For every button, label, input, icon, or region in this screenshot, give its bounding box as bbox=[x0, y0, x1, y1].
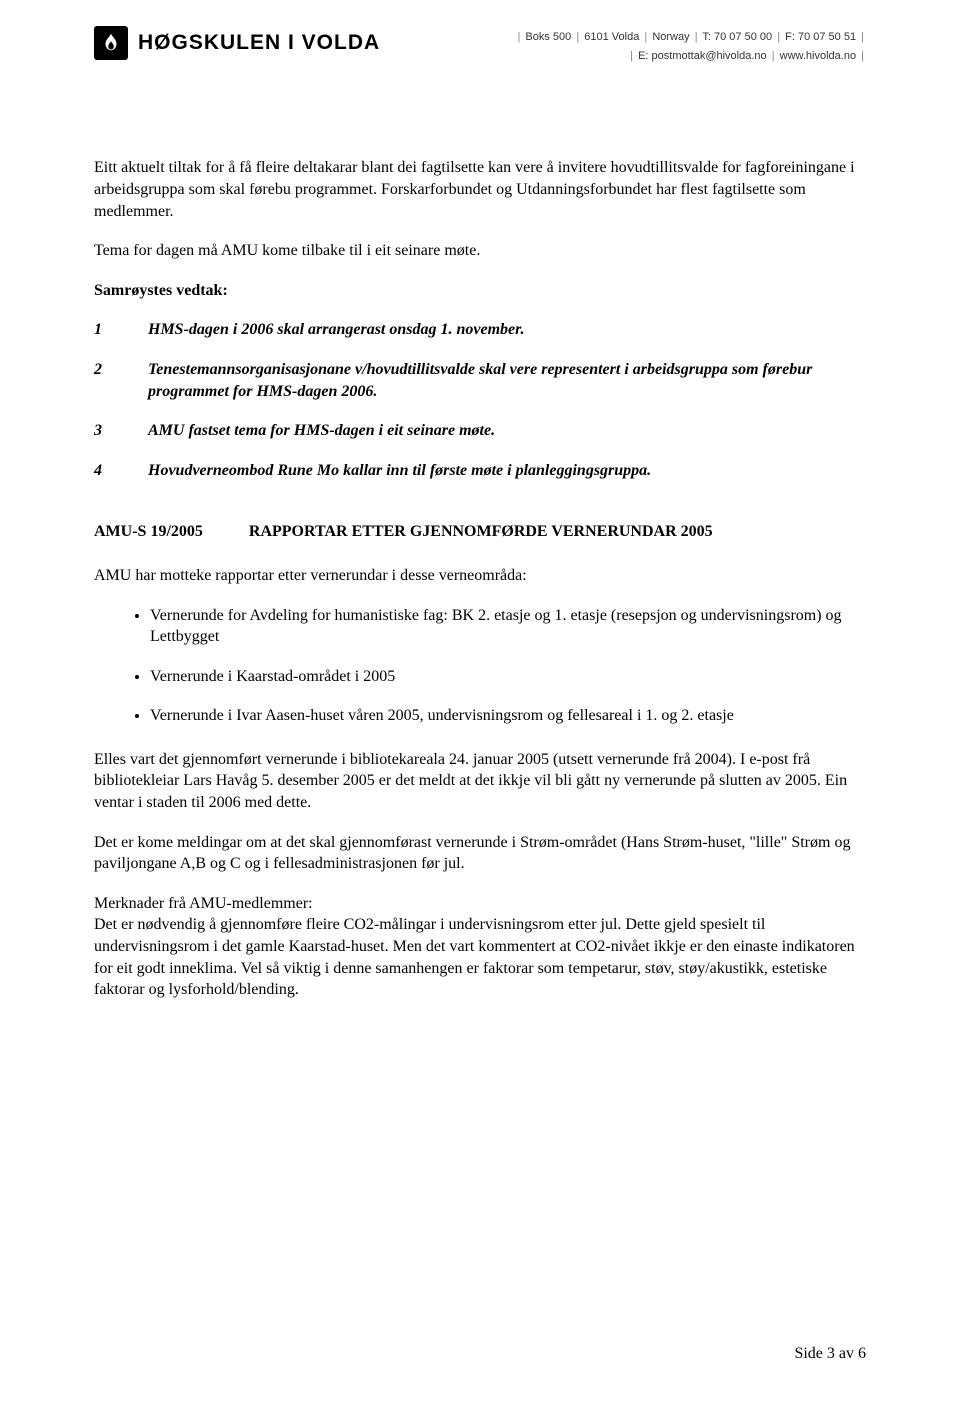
contact-line-1: | Boks 500 | 6101 Volda | Norway | T: 70… bbox=[516, 28, 867, 47]
page-header: HØGSKULEN I VOLDA | Boks 500 | 6101 Vold… bbox=[94, 26, 866, 65]
vedtak-text: Hovudverneombod Rune Mo kallar inn til f… bbox=[148, 460, 866, 482]
section-title: RAPPORTAR ETTER GJENNOMFØRDE VERNERUNDAR… bbox=[249, 521, 713, 543]
remarks-label: Merknader frå AMU-medlemmer: bbox=[94, 895, 313, 912]
vedtak-heading: Samrøystes vedtak: bbox=[94, 280, 866, 302]
vedtak-item: 4 Hovudverneombod Rune Mo kallar inn til… bbox=[94, 460, 866, 482]
vedtak-text: HMS-dagen i 2006 skal arrangerast onsdag… bbox=[148, 319, 866, 341]
vedtak-number: 2 bbox=[94, 359, 106, 402]
list-item: Vernerunde i Kaarstad-området i 2005 bbox=[150, 666, 866, 688]
section-ref: AMU-S 19/2005 bbox=[94, 521, 203, 543]
contact-info: | Boks 500 | 6101 Volda | Norway | T: 70… bbox=[516, 28, 867, 65]
section-lead: AMU har motteke rapportar etter vernerun… bbox=[94, 565, 866, 587]
page-footer: Side 3 av 6 bbox=[794, 1343, 866, 1365]
intro-paragraph-2: Tema for dagen må AMU kome tilbake til i… bbox=[94, 240, 866, 262]
vedtak-item: 1 HMS-dagen i 2006 skal arrangerast onsd… bbox=[94, 319, 866, 341]
vedtak-item: 2 Tenestemannsorganisasjonane v/hovudtil… bbox=[94, 359, 866, 402]
vedtak-text: AMU fastset tema for HMS-dagen i eit sei… bbox=[148, 420, 866, 442]
logo: HØGSKULEN I VOLDA bbox=[94, 26, 380, 60]
contact-line-2: | E: postmottak@hivolda.no | www.hivolda… bbox=[516, 47, 867, 66]
org-name: HØGSKULEN I VOLDA bbox=[138, 29, 380, 57]
vedtak-list: 1 HMS-dagen i 2006 skal arrangerast onsd… bbox=[94, 319, 866, 481]
section-paragraph: Elles vart det gjennomført vernerunde i … bbox=[94, 749, 866, 814]
vedtak-number: 1 bbox=[94, 319, 106, 341]
body: Eitt aktuelt tiltak for å få fleire delt… bbox=[94, 157, 866, 1000]
remarks-text: Det er nødvendig å gjennomføre fleire CO… bbox=[94, 916, 855, 998]
vedtak-number: 3 bbox=[94, 420, 106, 442]
intro-paragraph-1: Eitt aktuelt tiltak for å få fleire delt… bbox=[94, 157, 866, 222]
vedtak-text: Tenestemannsorganisasjonane v/hovudtilli… bbox=[148, 359, 866, 402]
bullet-list: Vernerunde for Avdeling for humanistiske… bbox=[150, 605, 866, 727]
remarks-block: Merknader frå AMU-medlemmer: Det er nødv… bbox=[94, 893, 866, 1001]
vedtak-item: 3 AMU fastset tema for HMS-dagen i eit s… bbox=[94, 420, 866, 442]
section-paragraph: Det er kome meldingar om at det skal gje… bbox=[94, 832, 866, 875]
vedtak-number: 4 bbox=[94, 460, 106, 482]
list-item: Vernerunde i Ivar Aasen-huset våren 2005… bbox=[150, 705, 866, 727]
section-heading: AMU-S 19/2005 RAPPORTAR ETTER GJENNOMFØR… bbox=[94, 521, 866, 543]
list-item: Vernerunde for Avdeling for humanistiske… bbox=[150, 605, 866, 648]
document-page: HØGSKULEN I VOLDA | Boks 500 | 6101 Vold… bbox=[0, 0, 960, 1069]
flame-icon bbox=[94, 26, 128, 60]
